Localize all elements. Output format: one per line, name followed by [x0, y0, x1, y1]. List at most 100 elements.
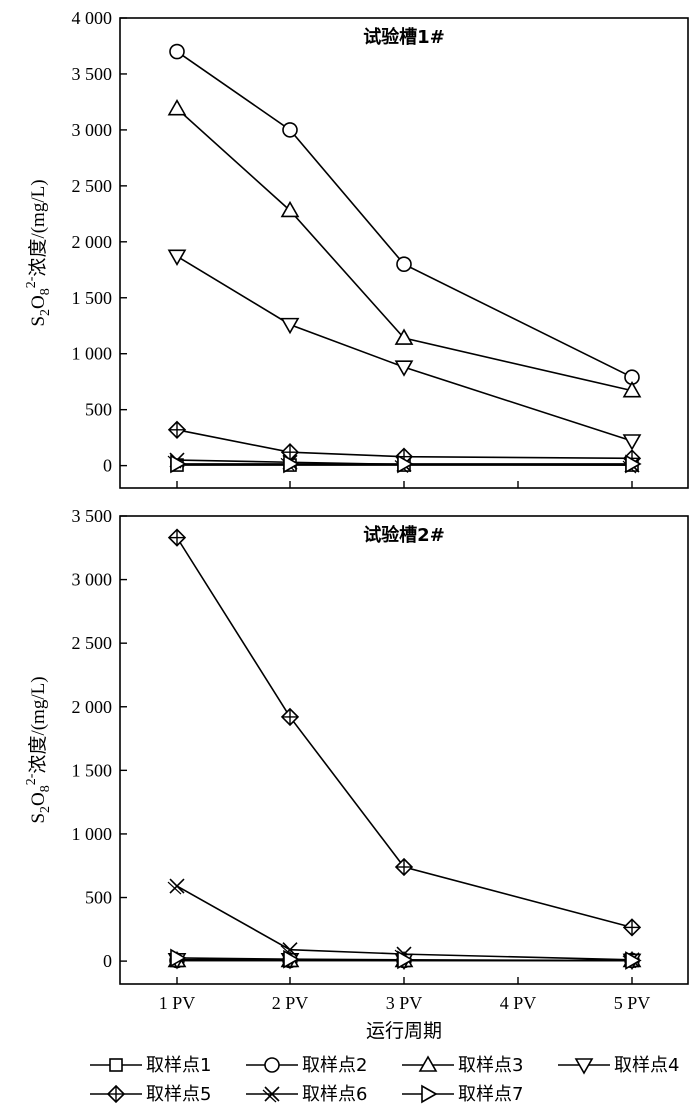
y-tick-label: 0: [103, 951, 112, 971]
data-point: [622, 918, 642, 937]
x-axis-title: 运行周期: [366, 1020, 442, 1042]
legend-label: 取样点3: [458, 1055, 523, 1076]
data-point: [397, 454, 414, 474]
data-point: [170, 948, 187, 968]
data-point: [622, 434, 642, 451]
y-tick-label: 1 500: [72, 760, 113, 780]
y-tick-label: 1 000: [72, 824, 113, 844]
series-triangle-right: [170, 454, 642, 474]
x-tick-label: 4 PV: [500, 993, 537, 1013]
legend-marker: [262, 1086, 280, 1103]
legend-marker: [264, 1057, 280, 1073]
legend-item: 取样点6: [246, 1084, 367, 1105]
panel-title: 试验槽2#: [363, 524, 445, 546]
plot-frame: [119, 17, 689, 489]
legend-item: 取样点5: [90, 1084, 211, 1105]
series-line: [176, 108, 633, 392]
data-point: [282, 122, 298, 138]
y-tick-label: 0: [103, 456, 112, 476]
data-point: [625, 454, 642, 474]
y-axis-title-part: 2-: [24, 773, 39, 785]
data-point: [283, 949, 300, 969]
legend-label: 取样点6: [302, 1084, 367, 1105]
data-point: [283, 454, 300, 474]
legend-label: 取样点1: [146, 1055, 211, 1076]
legend-item: 取样点4: [558, 1055, 679, 1076]
legend-label: 取样点7: [458, 1084, 523, 1105]
legend-item: 取样点3: [402, 1055, 523, 1076]
y-axis-title-part: 2: [38, 309, 53, 316]
data-point: [280, 317, 300, 335]
data-point: [394, 857, 414, 877]
legend: 取样点1 取样点2 取样点3 取样点4 取样点5 取样点6 取样点7: [90, 1055, 679, 1105]
x-tick-label: 3 PV: [386, 993, 423, 1013]
legend-label: 取样点4: [614, 1055, 679, 1076]
y-axis-title: S2O82-浓度/(mg/L): [24, 676, 53, 823]
y-axis-title-part: 2-: [24, 276, 39, 288]
series-line: [176, 537, 633, 929]
legend-label: 取样点2: [302, 1055, 367, 1076]
series-triangle-right: [170, 948, 642, 970]
legend-marker: [574, 1058, 594, 1075]
legend-marker: [421, 1084, 438, 1104]
y-axis-title: S2O82-浓度/(mg/L): [24, 179, 53, 326]
series-line: [176, 957, 633, 962]
panel-tank-2: 0 500 1 000 1 500 2 000 2 500 3 000 3 500 1 PV 2 …: [24, 506, 689, 1013]
data-point: [167, 99, 187, 116]
data-point: [280, 707, 300, 727]
y-tick-label: 500: [85, 888, 112, 908]
y-tick-label: 2 500: [72, 176, 113, 196]
legend-item: 取样点1: [90, 1055, 211, 1076]
y-tick-label: 3 500: [72, 506, 113, 526]
x-tick-label: 2 PV: [272, 993, 309, 1013]
series-line: [176, 429, 633, 460]
series-triangle-down: [167, 249, 642, 451]
x-tick-label: 1 PV: [159, 993, 196, 1013]
legend-label: 取样点5: [146, 1084, 211, 1105]
y-axis-title-part: 8: [38, 288, 53, 295]
y-tick-label: 3 500: [72, 64, 113, 84]
y-tick-label: 4 000: [72, 8, 113, 28]
series-line: [176, 255, 633, 442]
data-point: [394, 328, 414, 345]
legend-marker: [418, 1055, 438, 1072]
y-axis-title-part: 8: [38, 785, 53, 792]
y-axis-title-part: 浓度/(mg/L): [27, 179, 49, 276]
data-point: [167, 249, 187, 266]
plot-frame: [119, 515, 689, 985]
legend-item: 取样点2: [246, 1055, 367, 1076]
series-line: [176, 50, 633, 378]
legend-marker: [106, 1084, 126, 1104]
x-tick-label: 5 PV: [614, 993, 651, 1013]
data-point: [394, 360, 414, 377]
data-point: [397, 950, 414, 970]
series-circle: [169, 43, 640, 386]
y-axis-title-part: 浓度/(mg/L): [27, 676, 49, 773]
y-tick-label: 1 000: [72, 344, 113, 364]
y-axis-title-part: O: [28, 792, 49, 806]
legend-item: 取样点7: [402, 1084, 523, 1105]
y-tick-label: 2 000: [72, 232, 113, 252]
panel-title: 试验槽1#: [363, 26, 445, 48]
data-point: [280, 200, 300, 218]
y-tick-label: 2 000: [72, 697, 113, 717]
y-tick-label: 500: [85, 400, 112, 420]
data-point: [167, 528, 187, 547]
data-point: [396, 256, 412, 272]
y-tick-label: 3 000: [72, 570, 113, 590]
panel-tank-1: 0 500 1 000 1 500 2 000 2 500 3 000 3 500 4 000 试…: [24, 8, 689, 489]
y-axis-title-part: 2: [38, 806, 53, 813]
y-axis-title-part: S: [28, 813, 49, 824]
series-triangle-up: [167, 99, 642, 398]
data-point: [625, 951, 642, 970]
y-tick-label: 3 000: [72, 120, 113, 140]
y-tick-label: 2 500: [72, 633, 113, 653]
y-tick-label: 1 500: [72, 288, 113, 308]
y-axis-title-part: O: [28, 295, 49, 309]
data-point: [167, 420, 187, 439]
data-point: [169, 43, 185, 60]
y-axis-title-part: S: [28, 316, 49, 327]
series-diamond-cross: [167, 528, 642, 937]
data-point: [170, 454, 187, 474]
